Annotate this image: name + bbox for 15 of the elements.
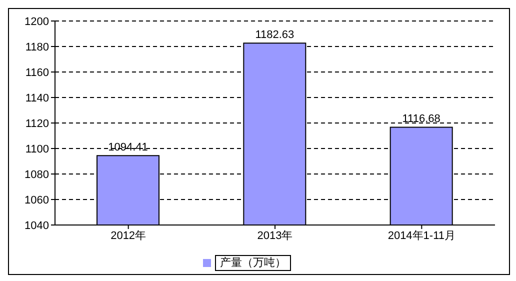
y-tick-label: 1120 — [25, 118, 49, 130]
x-tick-label: 2014年1-11月 — [388, 230, 456, 242]
y-tick-label: 1080 — [24, 168, 49, 181]
y-tick-label: 1140 — [25, 92, 49, 104]
x-tick-label: 2012年 — [110, 230, 146, 242]
y-tick-label: 1060 — [24, 194, 49, 206]
data-label: 1182.63 — [255, 29, 294, 42]
x-tick-label: 2013年 — [257, 230, 293, 242]
y-tick-label: 1180 — [25, 41, 49, 54]
legend-label: 产量（万吨） — [215, 255, 291, 271]
y-tick-label: 1100 — [25, 143, 49, 156]
y-tick-label: 1160 — [25, 66, 49, 79]
y-tick-label: 1040 — [24, 220, 49, 232]
y-tick-label: 1200 — [24, 16, 49, 28]
data-label: 1116.68 — [402, 113, 440, 126]
